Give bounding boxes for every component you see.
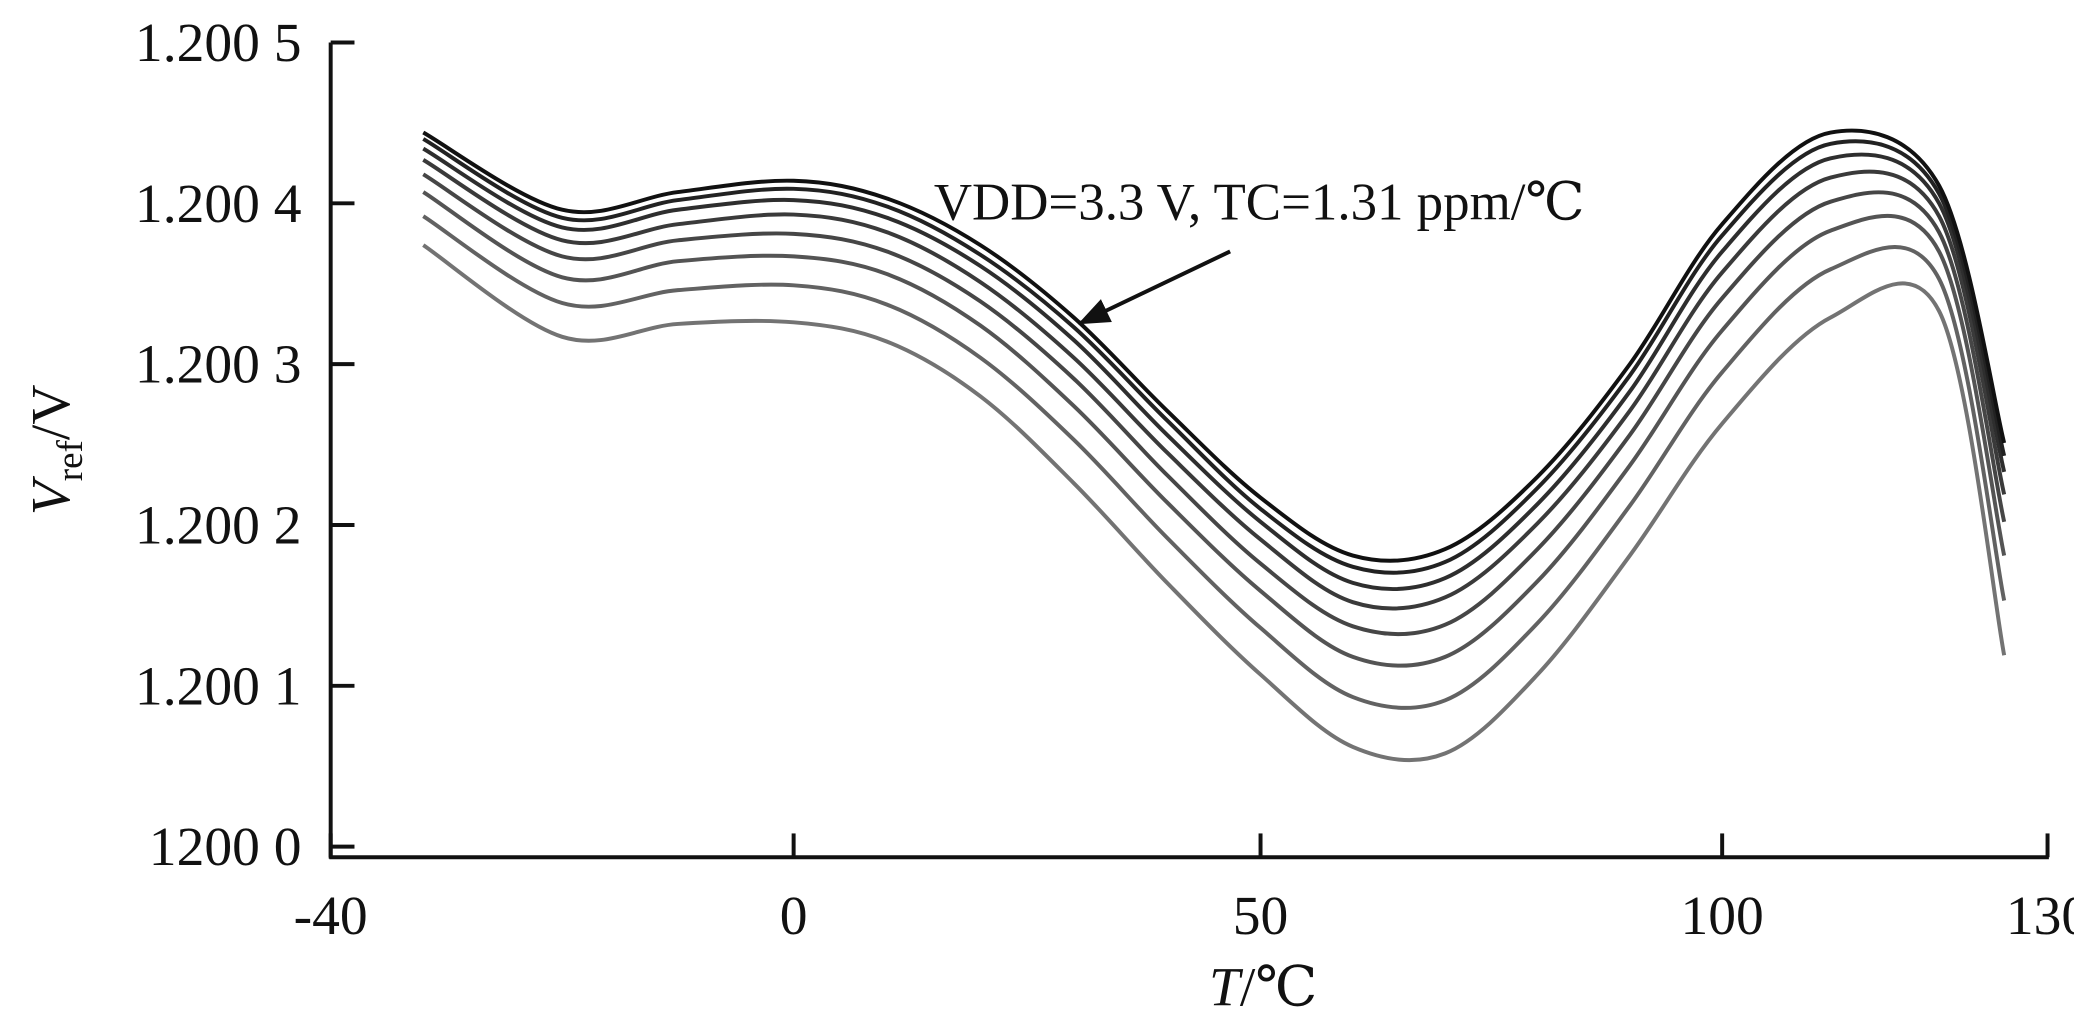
x-label-unit: /℃ <box>1240 956 1318 1018</box>
x-axis-label: T/℃ <box>1209 956 1317 1018</box>
series-line <box>422 214 2007 710</box>
series-line <box>422 128 2007 563</box>
y-tick-label: 1.200 1 <box>135 655 302 717</box>
series-line <box>422 158 2007 611</box>
y-tick-label: 1.200 5 <box>135 12 302 74</box>
y-tick-label: 1.200 2 <box>135 494 302 556</box>
x-label-symbol: T <box>1209 956 1244 1018</box>
series-line <box>422 172 2007 637</box>
y-label-symbol: V <box>20 475 82 515</box>
x-tick-label: 50 <box>1233 885 1289 947</box>
y-tick-label: 1.200 3 <box>135 334 302 396</box>
x-tick-label: 130 <box>2006 885 2074 947</box>
y-label-sub: ref <box>50 439 91 481</box>
series-line <box>422 146 2007 592</box>
y-tick-label: 1.200 4 <box>135 173 302 235</box>
y-tick-label: 1200 0 <box>149 816 302 878</box>
annotation-arrow <box>1077 249 1231 325</box>
series-line <box>422 243 2007 763</box>
y-axis-label: Vref/V <box>20 385 91 516</box>
annotation: VDD=3.3 V, TC=1.31 ppm/℃ <box>934 174 1585 232</box>
x-tick-label: -40 <box>294 885 368 947</box>
x-tick-label: 0 <box>780 885 808 947</box>
series-line <box>422 190 2007 668</box>
x-tick-label: 100 <box>1680 885 1763 947</box>
series-line <box>422 137 2007 575</box>
y-label-unit: /V <box>20 385 82 441</box>
